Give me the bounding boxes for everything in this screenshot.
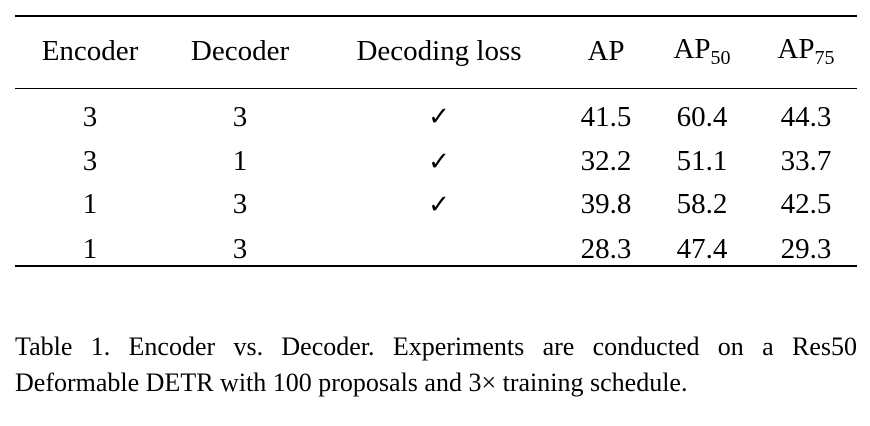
table-header-row: Encoder Decoder Decoding loss AP AP50 AP… bbox=[15, 15, 857, 88]
header-ap50: AP50 bbox=[649, 15, 755, 88]
cell-ap: 39.8 bbox=[563, 183, 649, 226]
cell-decoding-loss-check: ✓ bbox=[315, 88, 563, 140]
cell-decoder: 3 bbox=[165, 183, 315, 226]
cell-ap50: 60.4 bbox=[649, 88, 755, 140]
header-decoder: Decoder bbox=[165, 15, 315, 88]
header-ap50-base: AP bbox=[673, 33, 710, 65]
header-ap: AP bbox=[563, 15, 649, 88]
cell-ap50: 47.4 bbox=[649, 226, 755, 273]
cell-ap: 41.5 bbox=[563, 88, 649, 140]
cell-ap: 32.2 bbox=[563, 140, 649, 183]
cell-ap: 28.3 bbox=[563, 226, 649, 273]
header-decoding-loss: Decoding loss bbox=[315, 15, 563, 88]
header-ap75-subscript: 75 bbox=[815, 47, 835, 69]
cell-ap75: 33.7 bbox=[755, 140, 857, 183]
cell-decoding-loss-check: ✓ bbox=[315, 140, 563, 183]
cell-ap75: 44.3 bbox=[755, 88, 857, 140]
header-ap50-subscript: 50 bbox=[711, 47, 731, 69]
cell-decoding-loss-check: ✓ bbox=[315, 183, 563, 226]
cell-decoder: 3 bbox=[165, 88, 315, 140]
header-ap75: AP75 bbox=[755, 15, 857, 88]
cell-encoder: 1 bbox=[15, 226, 165, 273]
cell-ap75: 29.3 bbox=[755, 226, 857, 273]
cell-encoder: 3 bbox=[15, 140, 165, 183]
header-encoder: Encoder bbox=[15, 15, 165, 88]
table-row: 3 1 ✓ 32.2 51.1 33.7 bbox=[15, 140, 857, 183]
table-row: 3 3 ✓ 41.5 60.4 44.3 bbox=[15, 88, 857, 140]
cell-ap50: 58.2 bbox=[649, 183, 755, 226]
cell-encoder: 1 bbox=[15, 183, 165, 226]
cell-ap75: 42.5 bbox=[755, 183, 857, 226]
cell-decoding-loss-check bbox=[315, 226, 563, 273]
cell-ap50: 51.1 bbox=[649, 140, 755, 183]
table-caption: Table 1. Encoder vs. Decoder. Experiment… bbox=[15, 329, 857, 401]
header-ap75-base: AP bbox=[777, 33, 814, 65]
cell-decoder: 3 bbox=[165, 226, 315, 273]
results-table: Encoder Decoder Decoding loss AP AP50 AP… bbox=[15, 15, 857, 273]
table-row: 1 3 28.3 47.4 29.3 bbox=[15, 226, 857, 273]
table-row: 1 3 ✓ 39.8 58.2 42.5 bbox=[15, 183, 857, 226]
cell-encoder: 3 bbox=[15, 88, 165, 140]
cell-decoder: 1 bbox=[165, 140, 315, 183]
